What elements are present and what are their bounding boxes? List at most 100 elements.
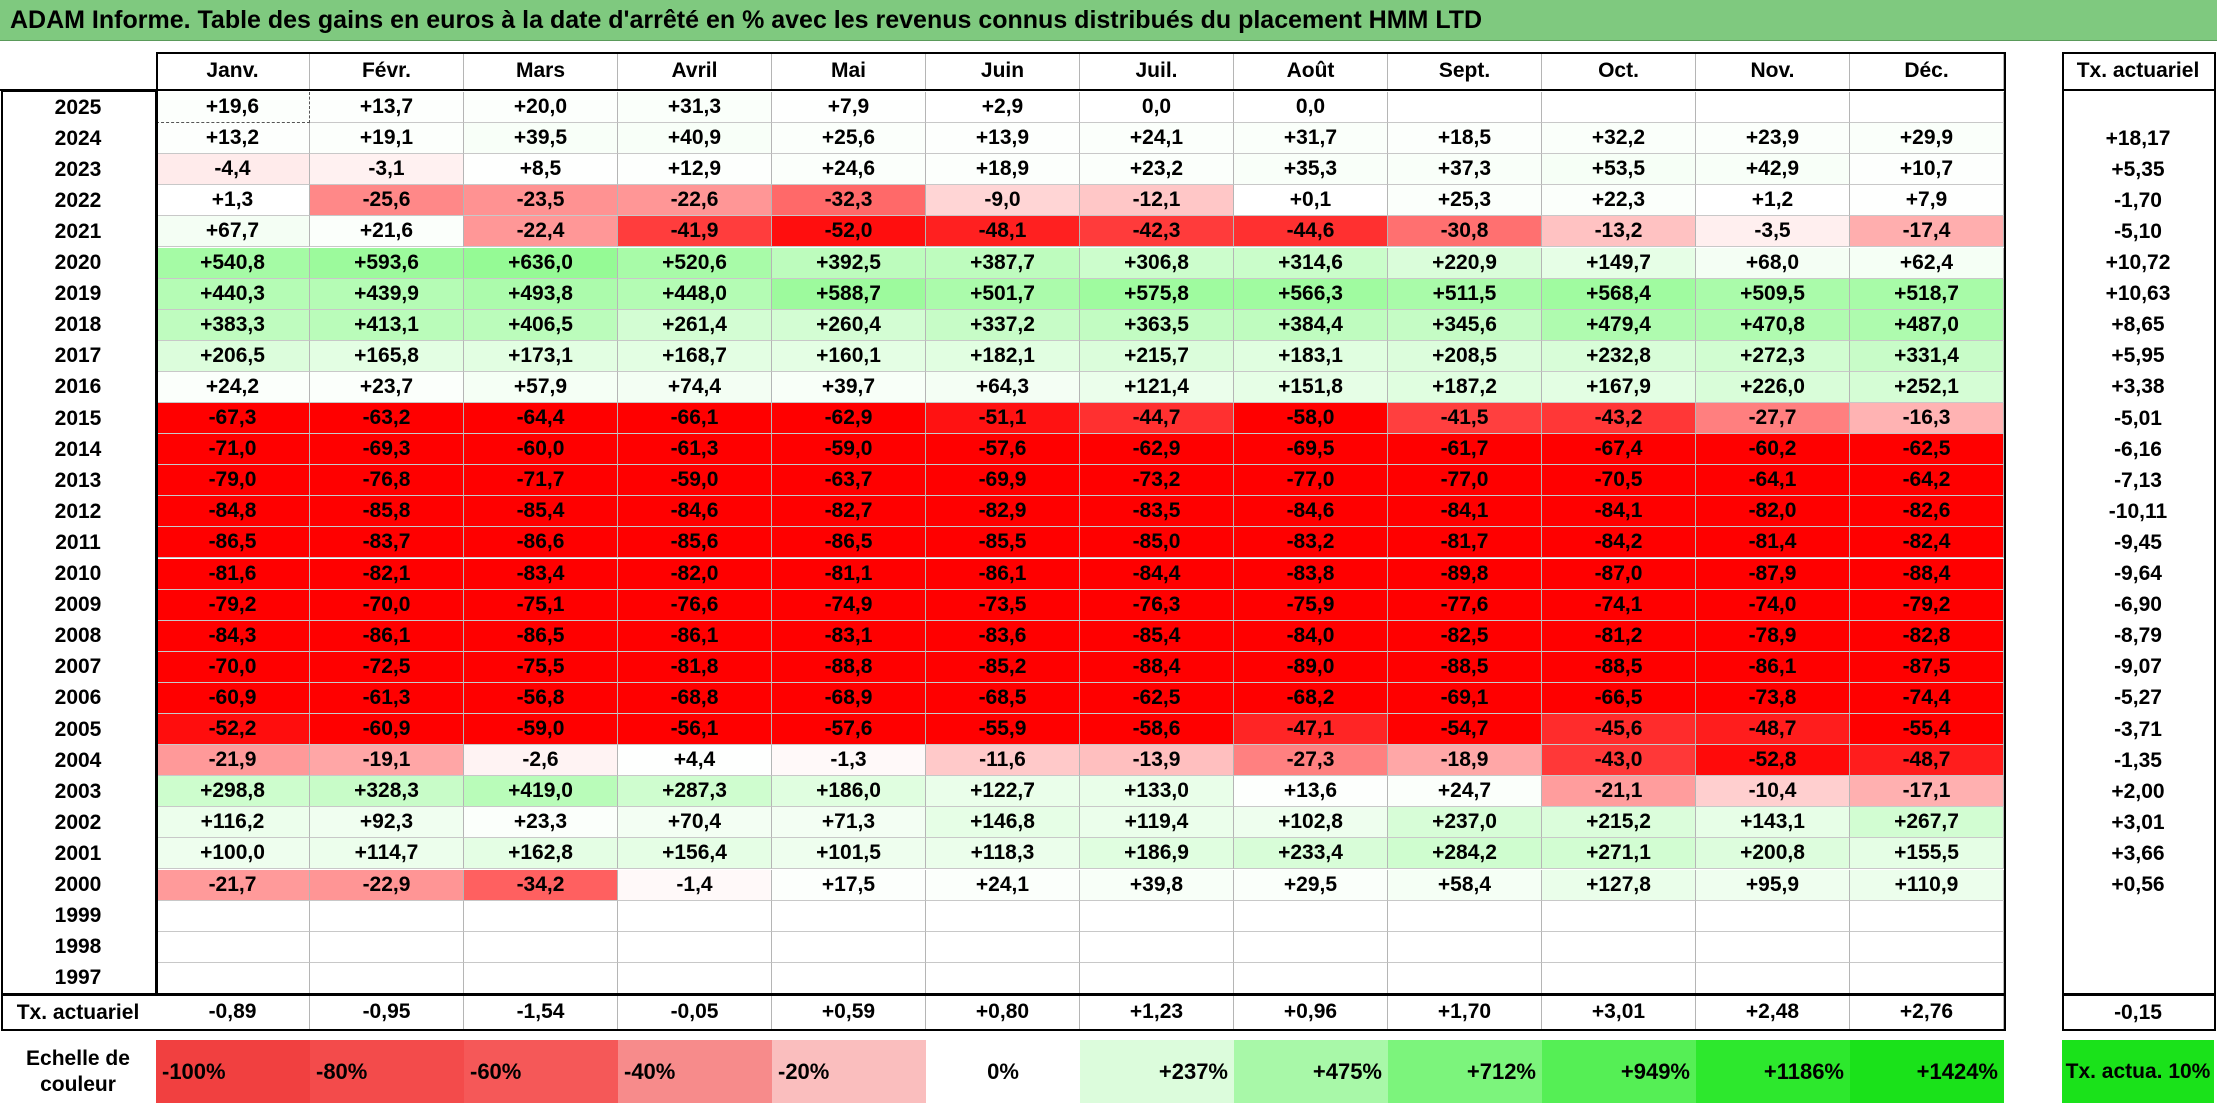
value-cell: +29,9 bbox=[1850, 123, 2004, 155]
year-label: 1997 bbox=[54, 966, 102, 990]
value-cell bbox=[926, 962, 1080, 994]
month-header: Avril bbox=[618, 52, 772, 90]
rate-header: Tx. actuariel bbox=[2076, 59, 2200, 82]
rate-cell bbox=[2062, 932, 2214, 963]
value-cell: +7,9 bbox=[772, 92, 926, 124]
value-cell: -59,0 bbox=[464, 714, 618, 746]
value-cell bbox=[310, 900, 464, 932]
value-cell: +13,6 bbox=[1234, 776, 1388, 808]
value-cell: +119,4 bbox=[1080, 807, 1234, 839]
value-cell: -76,8 bbox=[310, 465, 464, 497]
rate-cell: -5,01 bbox=[2114, 406, 2162, 430]
value-cell: -85,0 bbox=[1080, 527, 1234, 559]
rate-cell bbox=[2062, 963, 2214, 994]
month-header: Mai bbox=[772, 52, 926, 90]
value-cell: -54,7 bbox=[1388, 714, 1542, 746]
value-cell bbox=[1696, 92, 1850, 124]
value-cell: -21,9 bbox=[156, 745, 310, 777]
rate-cell: +10,63 bbox=[2105, 282, 2171, 306]
month-header: Nov. bbox=[1696, 52, 1850, 90]
value-cell: -30,8 bbox=[1388, 216, 1542, 248]
value-cell: -84,6 bbox=[618, 496, 772, 528]
value-cell: +160,1 bbox=[772, 340, 926, 372]
value-cell: +520,6 bbox=[618, 247, 772, 279]
value-cell: -45,6 bbox=[1542, 714, 1696, 746]
value-cell: -43,2 bbox=[1542, 403, 1696, 435]
value-cell: +19,6 bbox=[156, 92, 310, 124]
value-cell: -64,2 bbox=[1850, 465, 2004, 497]
value-cell: +384,4 bbox=[1234, 309, 1388, 341]
value-cell: -86,1 bbox=[1696, 651, 1850, 683]
value-cell: +165,8 bbox=[310, 340, 464, 372]
value-cell: -79,2 bbox=[1850, 589, 2004, 621]
value-cell: +237,0 bbox=[1388, 807, 1542, 839]
value-cell: +1,2 bbox=[1696, 185, 1850, 217]
value-cell: +31,7 bbox=[1234, 123, 1388, 155]
year-label: 2005 bbox=[54, 717, 102, 741]
header-rule bbox=[0, 89, 2006, 91]
value-cell: -87,0 bbox=[1542, 558, 1696, 590]
value-cell: -76,3 bbox=[1080, 589, 1234, 621]
value-cell: -82,0 bbox=[1696, 496, 1850, 528]
value-cell: +331,4 bbox=[1850, 340, 2004, 372]
value-cell: -81,6 bbox=[156, 558, 310, 590]
value-cell: -67,3 bbox=[156, 403, 310, 435]
value-cell: +21,6 bbox=[310, 216, 464, 248]
value-cell: +100,0 bbox=[156, 838, 310, 870]
value-cell: -69,3 bbox=[310, 434, 464, 466]
value-cell: +208,5 bbox=[1388, 340, 1542, 372]
value-cell: -48,1 bbox=[926, 216, 1080, 248]
value-cell: -60,9 bbox=[310, 714, 464, 746]
year-label: 2018 bbox=[54, 313, 102, 337]
summary-value: +1,70 bbox=[1388, 994, 1542, 1031]
summary-value: +2,76 bbox=[1850, 994, 2004, 1031]
year-label: 2010 bbox=[54, 562, 102, 586]
year-label: 2022 bbox=[54, 188, 102, 212]
value-cell: -84,8 bbox=[156, 496, 310, 528]
value-cell: -78,9 bbox=[1696, 620, 1850, 652]
value-cell: +22,3 bbox=[1542, 185, 1696, 217]
summary-value: +3,01 bbox=[1542, 994, 1696, 1031]
value-cell: -77,0 bbox=[1388, 465, 1542, 497]
value-cell: -16,3 bbox=[1850, 403, 2004, 435]
value-cell: -66,5 bbox=[1542, 682, 1696, 714]
value-cell: +215,7 bbox=[1080, 340, 1234, 372]
value-cell: +284,2 bbox=[1388, 838, 1542, 870]
value-cell: -9,0 bbox=[926, 185, 1080, 217]
value-cell: -64,4 bbox=[464, 403, 618, 435]
summary-value: +0,80 bbox=[926, 994, 1080, 1031]
value-cell: +24,1 bbox=[926, 869, 1080, 901]
value-cell: -1,4 bbox=[618, 869, 772, 901]
value-cell: +18,9 bbox=[926, 154, 1080, 186]
value-cell: +509,5 bbox=[1696, 278, 1850, 310]
value-cell: -12,1 bbox=[1080, 185, 1234, 217]
year-label: 2011 bbox=[55, 530, 101, 554]
value-cell: +24,7 bbox=[1388, 776, 1542, 808]
year-label: 2000 bbox=[54, 873, 102, 897]
value-cell: +133,0 bbox=[1080, 776, 1234, 808]
value-cell: -74,4 bbox=[1850, 682, 2004, 714]
value-cell: +122,7 bbox=[926, 776, 1080, 808]
value-cell: +25,6 bbox=[772, 123, 926, 155]
value-cell: +337,2 bbox=[926, 309, 1080, 341]
value-cell: +13,2 bbox=[156, 123, 310, 155]
value-cell: +182,1 bbox=[926, 340, 1080, 372]
value-cell: -73,5 bbox=[926, 589, 1080, 621]
value-cell: -83,8 bbox=[1234, 558, 1388, 590]
rate-cell: +2,00 bbox=[2111, 779, 2165, 803]
value-cell: +220,9 bbox=[1388, 247, 1542, 279]
value-cell bbox=[1388, 92, 1542, 124]
value-cell: -77,6 bbox=[1388, 589, 1542, 621]
value-cell: +439,9 bbox=[310, 278, 464, 310]
value-cell: -62,5 bbox=[1850, 434, 2004, 466]
value-cell: -84,1 bbox=[1542, 496, 1696, 528]
summary-value: +0,59 bbox=[772, 994, 926, 1031]
value-cell: +566,3 bbox=[1234, 278, 1388, 310]
month-header: Juil. bbox=[1080, 52, 1234, 90]
value-cell: -60,9 bbox=[156, 682, 310, 714]
value-cell: -86,5 bbox=[156, 527, 310, 559]
value-cell: -77,0 bbox=[1234, 465, 1388, 497]
value-cell: -52,2 bbox=[156, 714, 310, 746]
value-cell bbox=[1850, 962, 2004, 994]
value-cell: -85,4 bbox=[1080, 620, 1234, 652]
